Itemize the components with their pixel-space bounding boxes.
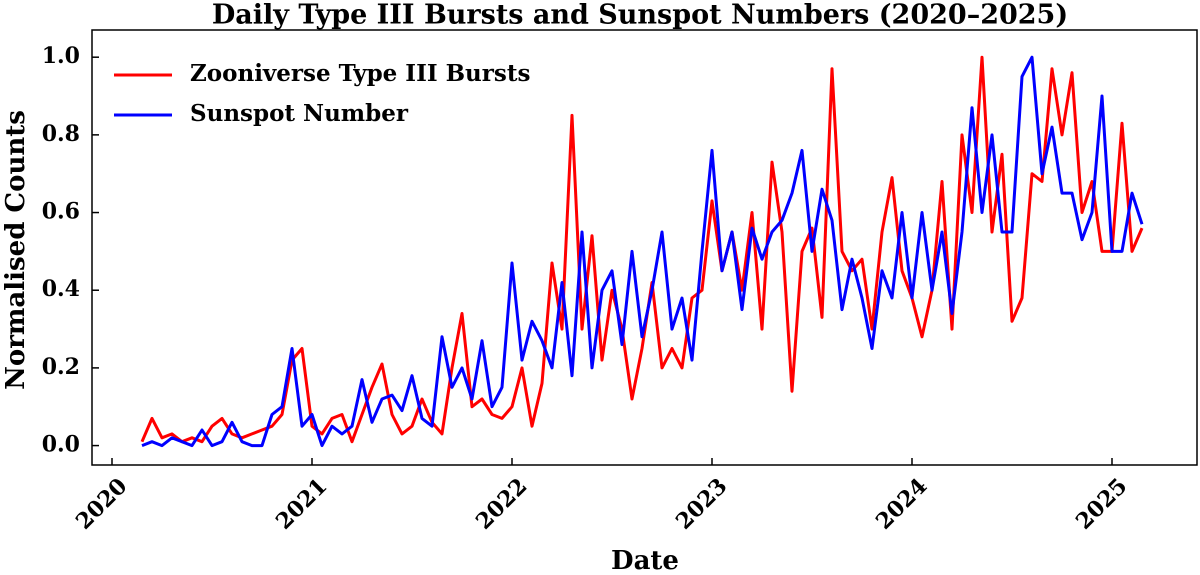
x-tick-label: 2024 (871, 473, 933, 535)
x-tick-label: 2025 (1071, 473, 1133, 535)
y-axis-label: Normalised Counts (1, 110, 31, 390)
plot-frame (91, 29, 1198, 466)
legend-label: Zooniverse Type III Bursts (190, 60, 530, 87)
y-tick-label: 0.2 (42, 354, 80, 380)
data-line (141, 55, 1144, 448)
data-line (140, 55, 1144, 444)
x-tick-label: 2022 (471, 473, 533, 535)
x-tick-label: 2023 (671, 473, 733, 535)
legend-label: Sunspot Number (190, 100, 409, 127)
x-tick-label: 2021 (271, 473, 333, 535)
y-tick-label: 0.4 (42, 276, 80, 302)
x-axis-label: Date (611, 546, 679, 575)
x-tick-label: 2020 (71, 473, 133, 535)
y-tick-label: 0.8 (42, 121, 80, 147)
chart-title: Daily Type III Bursts and Sunspot Number… (212, 0, 1068, 31)
y-tick-label: 1.0 (42, 43, 80, 69)
y-tick-label: 0.6 (42, 199, 80, 225)
y-tick-label: 0.0 (42, 432, 80, 458)
